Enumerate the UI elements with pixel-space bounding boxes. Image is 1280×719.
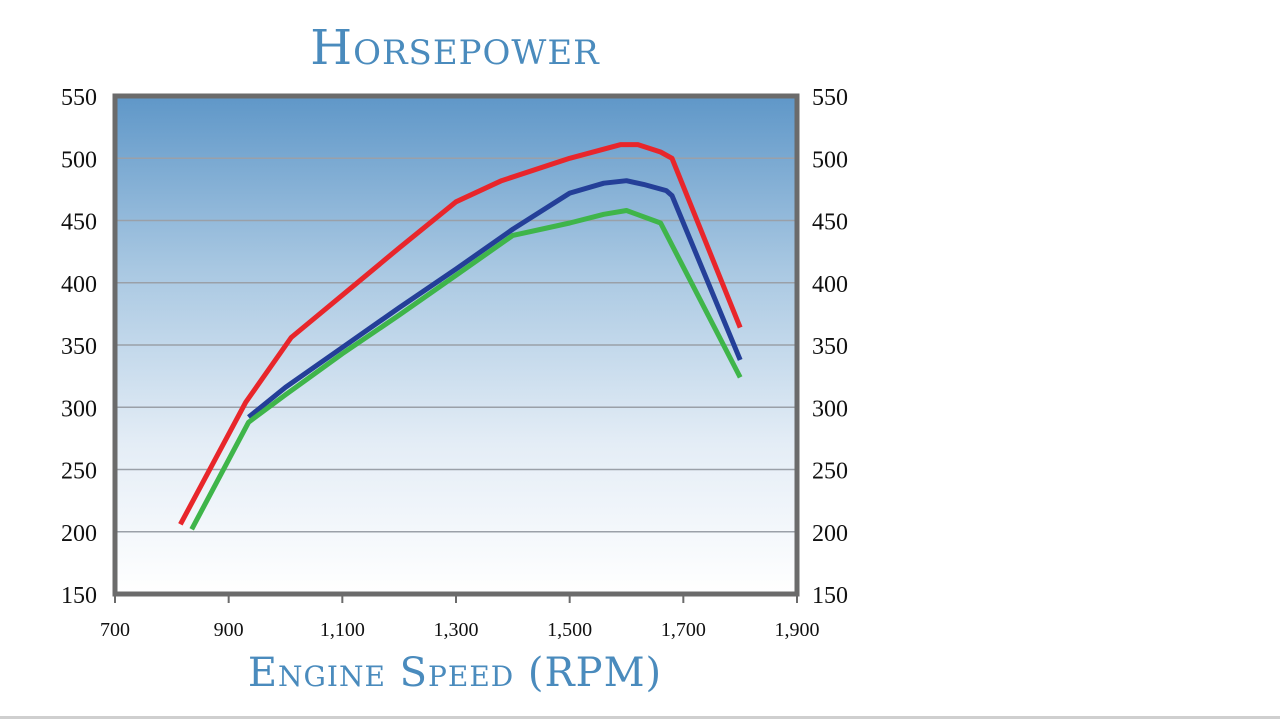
chart-title: Horsepower — [310, 20, 600, 76]
y-axis-right-ticks: 150 200 250 300 350 400 450 500 550 — [812, 85, 848, 609]
x-axis-ticks: 700 900 1,100 1,300 1,500 1,700 1,900 — [100, 619, 820, 641]
series-line-1 — [178, 142, 743, 526]
y-tick-right: 550 — [812, 85, 848, 111]
y-tick-right: 450 — [812, 210, 848, 236]
y-tick-right: 500 — [812, 147, 848, 173]
x-axis-label: Engine Speed (RPM) — [248, 650, 662, 696]
x-tick-label: 1,700 — [661, 619, 706, 641]
y-tick-left: 250 — [61, 459, 97, 485]
plot-area — [112, 93, 800, 603]
y-axis-left-ticks: 150 200 250 300 350 400 450 500 550 — [61, 85, 97, 609]
series-line-3 — [189, 208, 743, 531]
series-line-2 — [247, 178, 743, 420]
x-tick-label: 1,500 — [547, 619, 592, 641]
x-tick-label: 900 — [214, 619, 244, 641]
y-tick-right: 350 — [812, 334, 848, 360]
y-tick-right: 150 — [812, 583, 848, 609]
bottom-divider — [0, 716, 1280, 719]
plot-frame — [112, 93, 800, 597]
y-tick-left: 200 — [61, 521, 97, 547]
y-tick-left: 500 — [61, 147, 97, 173]
y-tick-left: 300 — [61, 396, 97, 422]
y-tick-left: 400 — [61, 272, 97, 298]
y-tick-left: 550 — [61, 85, 97, 111]
x-tick-label: 700 — [100, 619, 130, 641]
y-tick-right: 300 — [812, 396, 848, 422]
y-tick-left: 450 — [61, 210, 97, 236]
x-tick-label: 1,900 — [775, 619, 820, 641]
x-tick-label: 1,100 — [320, 619, 365, 641]
x-tick-marks — [114, 596, 798, 603]
y-tick-right: 250 — [812, 459, 848, 485]
y-tick-left: 350 — [61, 334, 97, 360]
y-tick-right: 400 — [812, 272, 848, 298]
series-group — [178, 142, 743, 531]
y-tick-left: 150 — [61, 583, 97, 609]
x-tick-label: 1,300 — [434, 619, 479, 641]
y-tick-right: 200 — [812, 521, 848, 547]
